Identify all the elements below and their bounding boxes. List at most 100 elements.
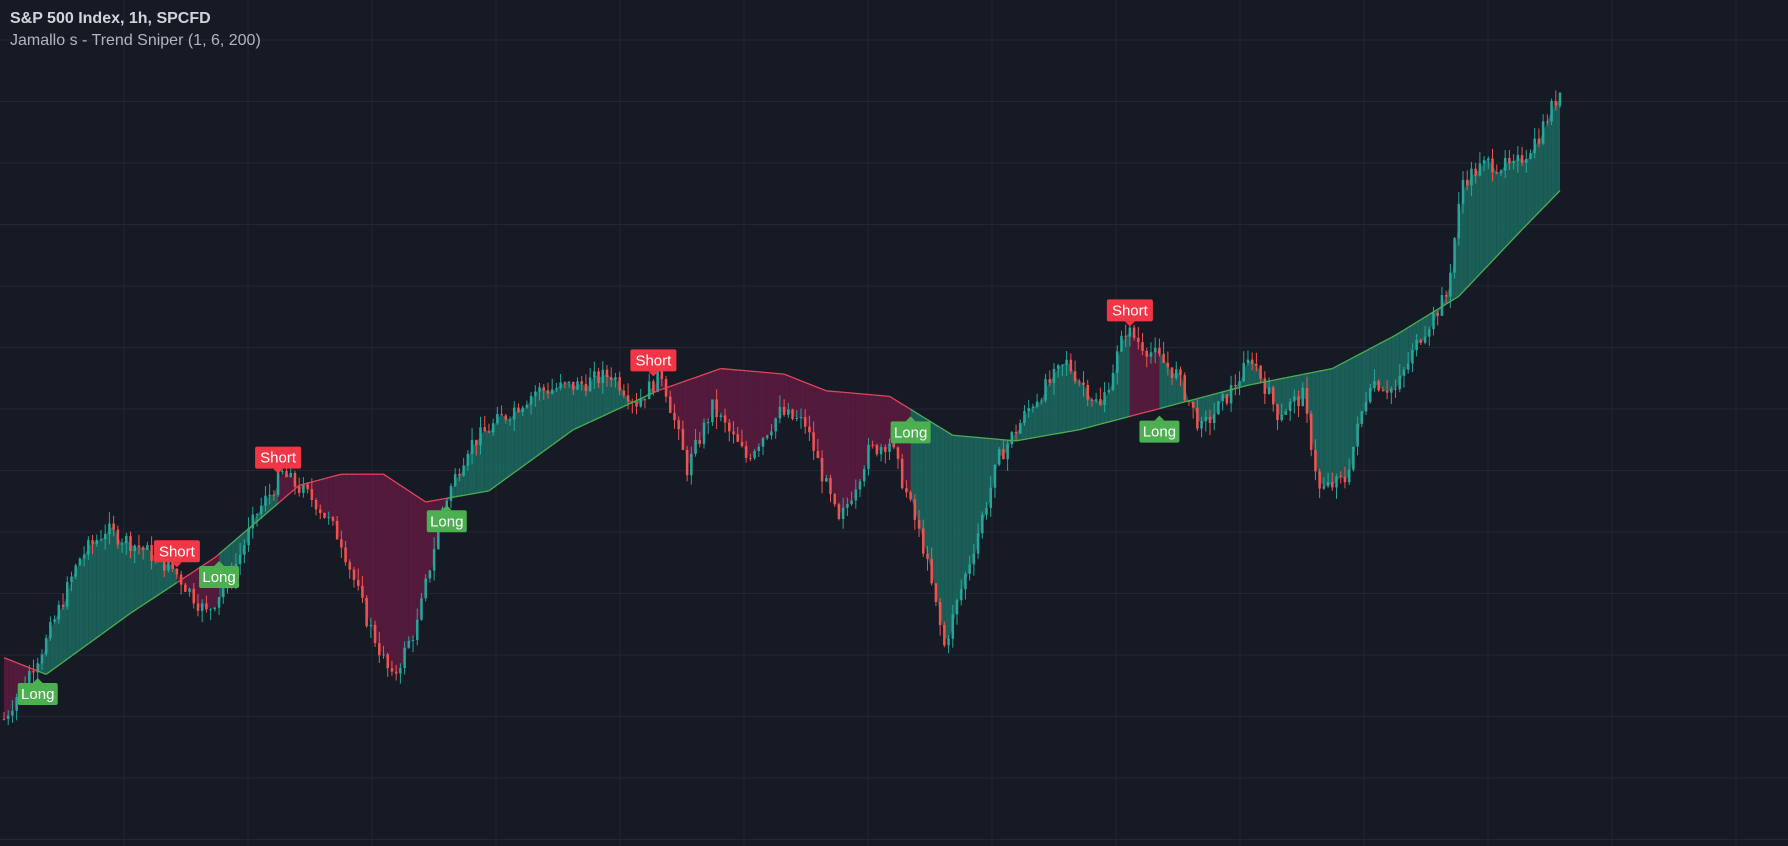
- trend-line-segment: [678, 381, 684, 384]
- trend-line-segment: [619, 405, 625, 409]
- bull-fill-segment: [952, 435, 957, 627]
- bull-fill-segment: [1374, 344, 1379, 386]
- candle: [1090, 397, 1094, 407]
- trend-line-segment: [556, 438, 561, 443]
- candle: [1444, 290, 1448, 304]
- trend-line-segment: [1163, 405, 1169, 409]
- candle-body: [1073, 371, 1077, 382]
- candle-body: [1229, 385, 1233, 404]
- candle-body: [584, 383, 588, 392]
- candle-body: [302, 484, 305, 493]
- short-signal-label[interactable]: Short: [1106, 299, 1153, 327]
- bull-fill-segment: [84, 547, 89, 647]
- candle-body: [1470, 168, 1473, 186]
- bull-fill-segment: [927, 419, 932, 572]
- bull-fill-segment: [1062, 362, 1067, 433]
- trend-line-segment: [699, 373, 705, 377]
- trend-line-segment: [509, 472, 515, 477]
- candle: [1533, 127, 1536, 159]
- candle: [272, 490, 276, 501]
- trend-line-layer: [3, 190, 1561, 675]
- trend-line-segment: [235, 535, 241, 541]
- bull-fill-segment: [569, 382, 574, 433]
- bear-fill-segment: [741, 370, 747, 453]
- trend-line-segment: [395, 481, 401, 486]
- candle: [44, 634, 48, 657]
- candle: [711, 399, 714, 426]
- bull-fill-segment: [75, 561, 80, 653]
- candle: [1516, 146, 1520, 173]
- candle-body: [1267, 387, 1271, 394]
- candle: [306, 482, 309, 494]
- candle: [1061, 364, 1064, 377]
- bull-fill-segment: [969, 436, 974, 570]
- candle-body: [1356, 423, 1359, 447]
- candle: [926, 545, 929, 571]
- trend-line-segment: [513, 468, 519, 474]
- candle-body: [327, 517, 330, 519]
- candle-body: [550, 389, 554, 394]
- bear-fill-segment: [282, 471, 287, 500]
- candle-body: [858, 481, 862, 490]
- candle: [1373, 369, 1376, 392]
- candle-body: [133, 545, 136, 552]
- trend-line-segment: [1171, 403, 1177, 406]
- bear-fill-segment: [417, 496, 422, 630]
- candle: [99, 530, 103, 542]
- candle: [424, 574, 427, 602]
- candle-body: [99, 539, 103, 541]
- bull-fill-segment: [1252, 361, 1257, 385]
- candle-body: [871, 444, 874, 446]
- candle: [1525, 150, 1528, 173]
- indicator-title[interactable]: Jamallo s - Trend Sniper (1, 6, 200): [10, 32, 261, 49]
- candle: [1073, 360, 1077, 384]
- candle-body: [1546, 121, 1549, 123]
- trend-line-segment: [1504, 242, 1510, 248]
- candle-body: [1390, 388, 1393, 393]
- symbol-title[interactable]: S&P 500 Index, 1h, SPCFD: [10, 10, 211, 27]
- candle-body: [1406, 363, 1410, 370]
- bull-fill-segment: [944, 430, 949, 642]
- trend-line-segment: [1180, 401, 1185, 404]
- candle-body: [681, 429, 685, 450]
- signal-label-pointer: [214, 560, 225, 566]
- candle: [1175, 361, 1178, 381]
- candle-body: [1297, 396, 1300, 407]
- candle-body: [378, 643, 381, 656]
- candle: [259, 497, 263, 519]
- signal-label-pointer: [1124, 321, 1135, 327]
- candle: [985, 501, 988, 520]
- long-signal-label[interactable]: Long: [1139, 415, 1180, 443]
- long-signal-label[interactable]: Long: [426, 505, 467, 533]
- short-signal-label[interactable]: Short: [153, 540, 200, 568]
- candle-body: [1069, 359, 1073, 372]
- trend-line-segment: [800, 380, 806, 384]
- candle: [854, 479, 858, 509]
- long-signal-label[interactable]: Long: [890, 416, 931, 444]
- candle-body: [719, 415, 723, 418]
- trend-line-segment: [324, 476, 329, 480]
- candle: [943, 621, 946, 648]
- signal-label-text: Long: [894, 424, 927, 441]
- candle: [1297, 390, 1300, 418]
- short-signal-label[interactable]: Short: [630, 349, 677, 377]
- candle-body: [884, 447, 887, 452]
- candle: [458, 468, 461, 482]
- candle-body: [656, 369, 659, 392]
- signal-label-box: [199, 565, 240, 588]
- signal-label-box: [17, 683, 58, 706]
- trend-line-segment: [623, 403, 629, 407]
- trend-line-segment: [1066, 430, 1071, 433]
- short-signal-label[interactable]: Short: [255, 446, 302, 474]
- candle-body: [318, 509, 322, 513]
- trend-line-segment: [130, 609, 136, 614]
- candle: [1368, 384, 1372, 404]
- trend-line-segment: [248, 524, 254, 530]
- candle-body: [926, 553, 929, 559]
- long-signal-label[interactable]: Long: [17, 678, 58, 706]
- candle: [538, 382, 541, 401]
- trend-line-segment: [320, 478, 325, 481]
- long-signal-label[interactable]: Long: [199, 560, 240, 588]
- bear-fill-segment: [1150, 350, 1156, 411]
